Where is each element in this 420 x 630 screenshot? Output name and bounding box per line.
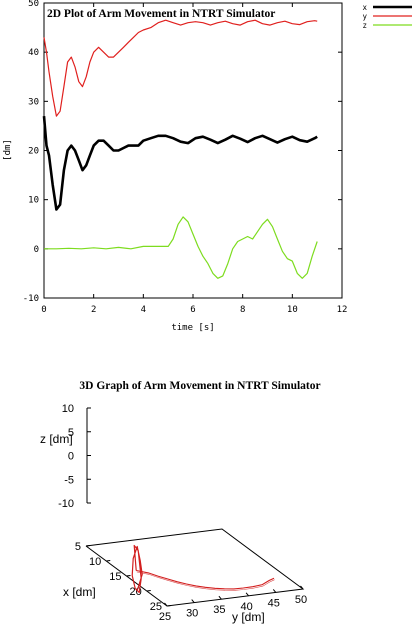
plot-frame <box>43 2 343 299</box>
y-tick-label-3d: 30 <box>186 608 198 620</box>
chart-2d: 2D Plot of Arm Movement in NTRT Simulato… <box>3 0 412 333</box>
x-tick-mark-3d <box>166 605 172 607</box>
y-tick-mark-3d <box>272 589 277 593</box>
x-axis-label-3d: x [dm] <box>63 585 96 599</box>
y-tick-mark-3d <box>300 585 304 590</box>
trajectory-layer <box>131 544 275 594</box>
series-line-x <box>42 115 318 211</box>
y-tick-label-3d: 35 <box>213 604 225 616</box>
x-tick-label: 0 <box>41 305 46 315</box>
trajectory-path <box>136 569 275 590</box>
z-tick-label: 0 <box>68 451 74 463</box>
series-layer <box>42 19 318 279</box>
x-tick-label: 12 <box>337 305 348 315</box>
legend-label-x: x <box>362 3 367 12</box>
x-tick-label-3d: 10 <box>89 556 101 568</box>
y-tick-label: 50 <box>28 0 39 9</box>
trajectory-path-retrace <box>136 571 275 591</box>
legend: xyz <box>362 3 412 30</box>
x-axis-label: time [s] <box>171 323 214 333</box>
y-tick-label: 20 <box>28 147 39 157</box>
series-line-y <box>43 19 318 117</box>
y-axis: -10 0 10 20 30 40 50 <box>23 0 342 304</box>
y-tick-label-3d: 40 <box>240 601 252 613</box>
y-axis-label: [dm] <box>3 139 13 161</box>
z-tick-label: -5 <box>64 474 74 486</box>
y-tick-mark-3d <box>245 592 249 597</box>
x-tick-label: 6 <box>190 305 195 315</box>
y-axis-label-3d: y [dm] <box>232 610 265 624</box>
x-tick-mark-3d <box>106 560 111 562</box>
z-axis-label: z [dm] <box>40 432 73 446</box>
y-tick-label: 40 <box>28 48 39 58</box>
x-tick-label-3d: 5 <box>75 541 81 553</box>
x-axis: 0 2 4 6 8 10 12 <box>41 3 347 315</box>
z-tick-label: 5 <box>68 427 74 439</box>
x-tick-label-3d: 20 <box>130 586 142 598</box>
trajectory-oscillation-loop <box>131 544 143 594</box>
x-tick-label-3d: 25 <box>150 601 162 613</box>
legend-label-z: z <box>362 21 367 30</box>
z-tick-label: 10 <box>62 403 74 415</box>
x-tick-label: 2 <box>91 305 96 315</box>
x-tick-mark-3d <box>126 575 131 577</box>
y-tick-label-3d: 45 <box>268 597 280 609</box>
y-tick-label: -10 <box>23 294 39 304</box>
series-line-z <box>44 216 318 279</box>
floor-frame <box>85 528 305 607</box>
legend-label-y: y <box>362 12 367 21</box>
y-tick-label: 0 <box>34 245 39 255</box>
y-tick-mark-3d <box>218 595 222 600</box>
x-tick-label-3d: 15 <box>109 571 121 583</box>
x-tick-label: 4 <box>141 305 146 315</box>
x-tick-mark-3d <box>146 590 151 592</box>
y-tick-label: 30 <box>28 97 39 107</box>
chart-3d: 3D Graph of Arm Movement in NTRT Simulat… <box>40 380 321 624</box>
y-tick-label-3d: 25 <box>159 611 171 623</box>
x-tick-label: 10 <box>287 305 298 315</box>
y-tick-mark-3d <box>164 602 168 607</box>
x-tick-label: 8 <box>240 305 245 315</box>
y-tick-mark-3d <box>191 599 195 603</box>
y-tick-label: 10 <box>28 196 39 206</box>
chart-title: 2D Plot of Arm Movement in NTRT Simulato… <box>47 8 275 20</box>
y-tick-label-3d: 50 <box>295 594 307 606</box>
z-tick-label: -10 <box>58 498 74 510</box>
chart-3d-title: 3D Graph of Arm Movement in NTRT Simulat… <box>79 380 320 392</box>
x-tick-mark-3d <box>85 545 91 547</box>
